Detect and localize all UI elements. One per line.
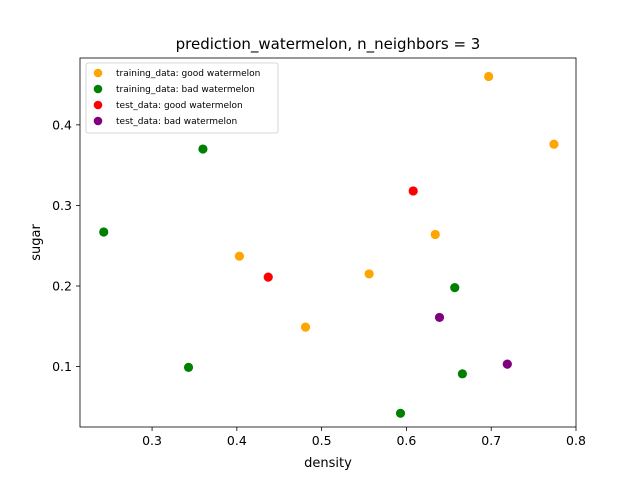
legend-label-2: test_data: good watermelon <box>116 101 243 111</box>
point-series-0-0 <box>484 71 494 82</box>
x-tick-label-3: 0.6 <box>396 433 416 448</box>
legend-marker-0 <box>93 68 103 78</box>
point-series-2-0 <box>408 186 418 196</box>
point-series-1-1 <box>99 227 109 237</box>
x-tick-label-5: 0.8 <box>566 433 586 448</box>
y-tick-label-2: 0.3 <box>52 198 72 213</box>
point-series-0-1 <box>549 139 559 149</box>
x-tick-label-4: 0.7 <box>481 433 501 448</box>
legend: training_data: good watermelon training_d… <box>85 62 279 134</box>
y-axis-label: sugar <box>29 224 44 261</box>
x-tick-label-2: 0.5 <box>312 433 332 448</box>
y-axis-ticks: 0.1 0.2 0.3 0.4 <box>52 117 80 374</box>
point-series-1-3 <box>183 362 194 372</box>
legend-frame <box>85 62 279 134</box>
point-series-1-4 <box>457 369 467 379</box>
legend-marker-3 <box>93 116 103 126</box>
x-axis-ticks: 0.3 0.4 0.5 0.6 0.7 0.8 <box>142 427 586 448</box>
x-tick-label-1: 0.4 <box>227 433 247 448</box>
legend-label-0: training_data: good watermelon <box>116 69 260 79</box>
x-axis-label: density <box>304 456 352 471</box>
plot-frame <box>79 57 577 428</box>
point-series-0-2 <box>430 229 440 240</box>
legend-marker-2 <box>93 100 103 110</box>
point-series-2-1 <box>263 272 273 282</box>
point-series-0-5 <box>300 322 311 332</box>
point-series-3-1 <box>502 359 512 369</box>
chart-title: prediction_watermelon, n_neighbors = 3 <box>176 35 481 54</box>
point-series-0-3 <box>364 269 374 279</box>
point-series-1-5 <box>395 408 406 418</box>
legend-label-1: training_data: bad watermelon <box>116 85 255 95</box>
point-series-3-0 <box>434 312 445 323</box>
legend-marker-1 <box>93 84 103 94</box>
point-series-0-4 <box>234 251 244 261</box>
legend-label-3: test_data: bad watermelon <box>116 117 237 127</box>
points-layer <box>99 71 559 418</box>
y-tick-label-1: 0.2 <box>52 279 72 294</box>
point-series-1-0 <box>198 144 208 154</box>
x-tick-label-0: 0.3 <box>142 433 162 448</box>
y-tick-label-0: 0.1 <box>52 359 72 374</box>
y-tick-label-3: 0.4 <box>52 117 72 132</box>
point-series-1-2 <box>450 283 460 293</box>
